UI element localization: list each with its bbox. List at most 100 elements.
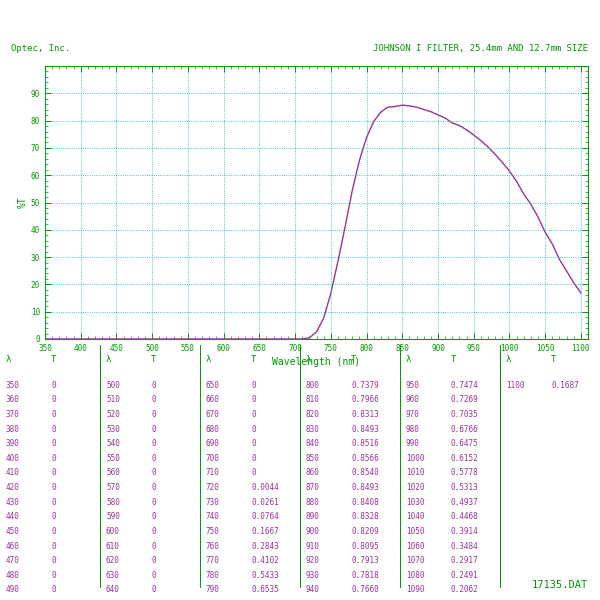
- Text: 930: 930: [306, 571, 320, 580]
- Text: 0.7035: 0.7035: [451, 410, 479, 419]
- Text: 0: 0: [51, 454, 56, 463]
- Text: 0: 0: [251, 439, 256, 448]
- Text: 0.8566: 0.8566: [351, 454, 379, 463]
- Text: 0: 0: [151, 483, 155, 492]
- Text: 620: 620: [106, 556, 120, 565]
- Text: 410: 410: [6, 469, 20, 478]
- Text: 0.2491: 0.2491: [451, 571, 479, 580]
- Text: 0.2843: 0.2843: [251, 542, 279, 551]
- Text: 470: 470: [6, 556, 20, 565]
- Text: 1060: 1060: [406, 542, 425, 551]
- Text: 0.6766: 0.6766: [451, 425, 479, 434]
- Text: 390: 390: [6, 439, 20, 448]
- Text: 0: 0: [51, 586, 56, 595]
- Text: 0: 0: [51, 571, 56, 580]
- Text: 680: 680: [206, 425, 220, 434]
- Text: 960: 960: [406, 395, 420, 404]
- Text: 870: 870: [306, 483, 320, 492]
- Text: 450: 450: [6, 527, 20, 536]
- Text: 0: 0: [251, 469, 256, 478]
- Text: T: T: [151, 355, 157, 364]
- Text: 0.8493: 0.8493: [351, 425, 379, 434]
- Text: 0.6475: 0.6475: [451, 439, 479, 448]
- Text: 880: 880: [306, 497, 320, 506]
- Text: 660: 660: [206, 395, 220, 404]
- Text: 700: 700: [206, 454, 220, 463]
- Text: 800: 800: [306, 381, 320, 390]
- Text: 0.1667: 0.1667: [251, 527, 279, 536]
- Text: 0.7966: 0.7966: [351, 395, 379, 404]
- Text: 350: 350: [6, 381, 20, 390]
- Text: 0.6535: 0.6535: [251, 586, 279, 595]
- Text: 460: 460: [6, 542, 20, 551]
- Text: 480: 480: [6, 571, 20, 580]
- Text: 0: 0: [51, 425, 56, 434]
- Text: 0: 0: [251, 395, 256, 404]
- Text: 820: 820: [306, 410, 320, 419]
- Text: 650: 650: [206, 381, 220, 390]
- Text: 0.7818: 0.7818: [351, 571, 379, 580]
- Text: 0: 0: [251, 381, 256, 390]
- Text: 840: 840: [306, 439, 320, 448]
- X-axis label: Wavelength (nm): Wavelength (nm): [272, 357, 361, 367]
- Text: 860: 860: [306, 469, 320, 478]
- Text: 600: 600: [106, 527, 120, 536]
- Text: 0: 0: [151, 439, 155, 448]
- Text: 810: 810: [306, 395, 320, 404]
- Text: λ: λ: [106, 355, 112, 364]
- Text: 0: 0: [251, 454, 256, 463]
- Text: 990: 990: [406, 439, 420, 448]
- Text: 360: 360: [6, 395, 20, 404]
- Text: 0.5433: 0.5433: [251, 571, 279, 580]
- Text: 790: 790: [206, 586, 220, 595]
- Text: 0.7379: 0.7379: [351, 381, 379, 390]
- Text: Optec, Inc.: Optec, Inc.: [11, 44, 70, 53]
- Text: 0: 0: [51, 439, 56, 448]
- Text: 0: 0: [151, 527, 155, 536]
- Text: 670: 670: [206, 410, 220, 419]
- Text: 0.0044: 0.0044: [251, 483, 279, 492]
- Text: 0.8209: 0.8209: [351, 527, 379, 536]
- Text: 0: 0: [251, 425, 256, 434]
- Text: λ: λ: [506, 355, 511, 364]
- Text: 710: 710: [206, 469, 220, 478]
- Text: 0.8540: 0.8540: [351, 469, 379, 478]
- Text: T: T: [551, 355, 556, 364]
- Text: 540: 540: [106, 439, 120, 448]
- Text: 770: 770: [206, 556, 220, 565]
- Text: 0: 0: [151, 512, 155, 521]
- Text: 940: 940: [306, 586, 320, 595]
- Text: λ: λ: [406, 355, 412, 364]
- Text: 590: 590: [106, 512, 120, 521]
- Text: 0.0261: 0.0261: [251, 497, 279, 506]
- Text: 580: 580: [106, 497, 120, 506]
- Y-axis label: %T: %T: [18, 197, 28, 208]
- Text: 0.1687: 0.1687: [551, 381, 579, 390]
- Text: 560: 560: [106, 469, 120, 478]
- Text: 950: 950: [406, 381, 420, 390]
- Text: 0.5778: 0.5778: [451, 469, 479, 478]
- Text: 0.4468: 0.4468: [451, 512, 479, 521]
- Text: 0.7474: 0.7474: [451, 381, 479, 390]
- Text: 1020: 1020: [406, 483, 425, 492]
- Text: 0: 0: [151, 381, 155, 390]
- Text: 0.2062: 0.2062: [451, 586, 479, 595]
- Text: 690: 690: [206, 439, 220, 448]
- Text: 510: 510: [106, 395, 120, 404]
- Text: 0: 0: [151, 586, 155, 595]
- Text: λ: λ: [206, 355, 211, 364]
- Text: 430: 430: [6, 497, 20, 506]
- Text: 0.2917: 0.2917: [451, 556, 479, 565]
- Text: 0.7660: 0.7660: [351, 586, 379, 595]
- Text: 0: 0: [51, 410, 56, 419]
- Text: 610: 610: [106, 542, 120, 551]
- Text: T: T: [351, 355, 356, 364]
- Text: 0: 0: [151, 571, 155, 580]
- Text: 890: 890: [306, 512, 320, 521]
- Text: 1030: 1030: [406, 497, 425, 506]
- Text: 0: 0: [51, 556, 56, 565]
- Text: 440: 440: [6, 512, 20, 521]
- Text: 780: 780: [206, 571, 220, 580]
- Text: 400: 400: [6, 454, 20, 463]
- Text: 0.8408: 0.8408: [351, 497, 379, 506]
